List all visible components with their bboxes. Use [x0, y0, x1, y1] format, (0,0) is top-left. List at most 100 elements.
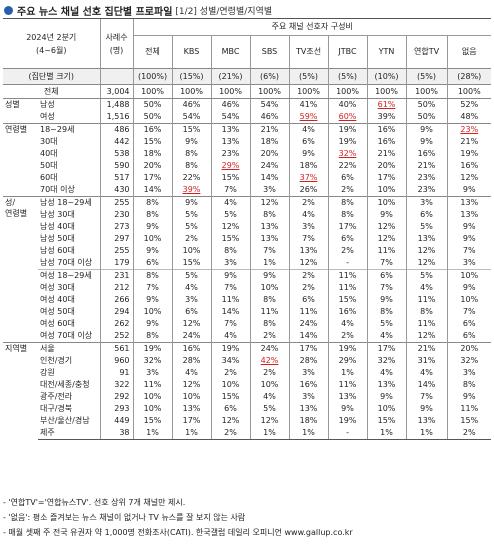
row-n: 294 [99, 306, 134, 318]
value-text: 42% [260, 356, 279, 365]
value-text: 11% [417, 319, 436, 328]
row-value: 14% [249, 172, 290, 184]
row-n: 273 [99, 221, 134, 233]
value-text: 10% [143, 392, 162, 401]
value-text: 9% [462, 222, 476, 231]
row-value: 12% [405, 330, 448, 343]
row-value: 52% [446, 98, 492, 111]
value-text: 3% [462, 258, 476, 267]
row-label: 60대 [40, 173, 58, 182]
value-text: 2% [302, 198, 315, 207]
row-value: 9% [366, 294, 407, 306]
value-text: 24% [299, 319, 318, 328]
row-n: 91 [99, 367, 134, 379]
row-value: 8% [132, 196, 173, 209]
table-row: 대전/세종/충청 322 11% 12% 10% 10% 16% 11% 13% 14% 8% [3, 379, 492, 391]
value-text: 20% [377, 161, 396, 170]
value-text: 10% [182, 246, 201, 255]
row-value: 46% [210, 98, 251, 111]
row-value: 12% [366, 221, 407, 233]
value-text: 9% [146, 222, 159, 231]
row-value: 13% [210, 136, 251, 148]
note-2: - '없음': 평소 즐겨보는 뉴스 채널이 없거나 TV 뉴스를 잘 보지 않… [3, 513, 246, 522]
row-n: 1,516 [99, 111, 134, 124]
row-value: 4% [210, 196, 251, 209]
value-text: 46% [260, 112, 279, 121]
row-value: 2% [327, 245, 368, 257]
row-label: 30대 [40, 137, 58, 146]
value-text: 10% [182, 392, 201, 401]
footnotes: - '연합TV'='연합뉴스TV'. 선호 상위 7개 채널만 제시. - '없… [3, 495, 353, 540]
row-value: 6% [446, 318, 492, 330]
row-value: 10% [366, 184, 407, 197]
row-value: 50% [405, 111, 448, 124]
value-text: 41% [299, 100, 318, 109]
value-text: 14% [299, 331, 318, 340]
table-row: 여성 70대 이상 252 8% 24% 4% 2% 14% 2% 4% 12% 6% [3, 330, 492, 343]
value-text: 3% [420, 198, 433, 207]
row-value: 9% [405, 403, 448, 415]
value-text: 24% [260, 161, 279, 170]
group-size-6: (10%) [366, 68, 407, 85]
note-1: - '연합TV'='연합뉴스TV'. 선호 상위 7개 채널만 제시. [3, 498, 186, 507]
row-value: 50% [132, 98, 173, 111]
total-value-1: 100% [171, 84, 212, 99]
row-value: 3% [446, 367, 492, 379]
row-value: 21% [446, 136, 492, 148]
row-n: 1,488 [99, 98, 134, 111]
row-value: 12% [405, 257, 448, 270]
row-value: 16% [327, 306, 368, 318]
row-label: 여성 70대 이상 [40, 331, 93, 340]
value-text: 9% [462, 185, 476, 194]
row-value: 9% [171, 136, 212, 148]
table-row: 여성 18~29세 231 8% 5% 9% 9% 2% 11% 6% 5% 10% [3, 269, 492, 282]
value-text: 3% [224, 258, 237, 267]
value-text: 19% [143, 344, 162, 353]
row-value: 8% [171, 148, 212, 160]
value-text: 3% [185, 295, 198, 304]
row-value: 8% [210, 245, 251, 257]
row-value: 4% [288, 123, 329, 136]
table-row: 대구/경북 293 10% 13% 6% 5% 13% 9% 10% 9% 11% [3, 403, 492, 415]
value-text: 4% [341, 319, 354, 328]
row-value: 24% [171, 330, 212, 343]
row-value: 22% [171, 172, 212, 184]
value-text: 50% [417, 112, 436, 121]
value-text: 11% [143, 380, 162, 389]
value-text: 19% [338, 137, 357, 146]
row-value: 12% [405, 245, 448, 257]
row-value: 60% [327, 111, 368, 124]
row-value: 10% [446, 294, 492, 306]
row-value: 23% [210, 148, 251, 160]
value-text: 19% [338, 125, 357, 134]
row-value: 14% [132, 184, 173, 197]
value-text: 8% [185, 149, 198, 158]
row-value: 2% [249, 330, 290, 343]
row-n: 430 [99, 184, 134, 197]
row-value: 12% [288, 257, 329, 270]
value-text: 19% [460, 149, 479, 158]
row-value: 12% [210, 415, 251, 427]
row-value: 5% [171, 209, 212, 221]
table-row: 50대 590 20% 8% 29% 24% 18% 22% 20% 21% 16% [3, 160, 492, 172]
channel-header-0: 전체 [132, 35, 173, 69]
row-n: 590 [99, 160, 134, 172]
table-row: 지역별 서울 561 19% 16% 19% 24% 17% 19% 17% 21% 20% [3, 342, 492, 440]
value-text: 28% [182, 356, 201, 365]
row-value: 7% [210, 184, 251, 197]
channel-header-6: YTN [366, 35, 407, 69]
row-label: 남성 40대 [40, 222, 75, 231]
row-label: 여성 30대 [40, 283, 75, 292]
value-text: 16% [417, 149, 436, 158]
row-value: 42% [249, 355, 290, 367]
channel-header-3: SBS [249, 35, 290, 69]
value-text: 3% [263, 185, 276, 194]
row-value: 10% [132, 403, 173, 415]
value-text: 3% [302, 368, 315, 377]
row-n: 442 [99, 136, 134, 148]
row-n: 179 [99, 257, 134, 270]
value-text: 9% [380, 392, 393, 401]
row-label: 여성 18~29세 [38, 269, 101, 282]
total-value-2: 100% [210, 84, 251, 99]
group-size-3: (6%) [249, 68, 290, 85]
